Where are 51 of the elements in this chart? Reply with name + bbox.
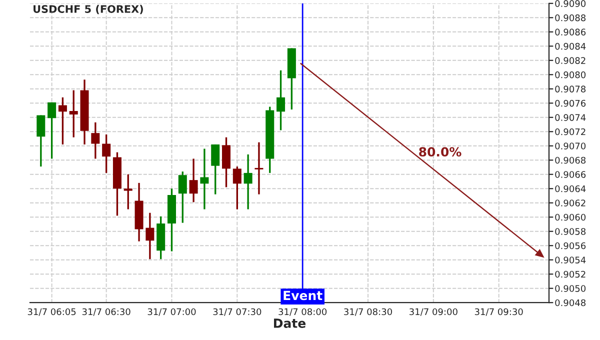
y-tick-label: 0.9058 bbox=[555, 228, 586, 235]
x-tick-label: 31/7 07:00 bbox=[148, 308, 196, 316]
y-tick-label: 0.9052 bbox=[555, 270, 586, 278]
x-tick-label: 31/7 06:05 bbox=[28, 308, 76, 316]
candlestick bbox=[91, 122, 100, 160]
y-tick-label: 0.9054 bbox=[555, 256, 586, 264]
candlestick bbox=[232, 166, 242, 210]
annotation: 80.0% bbox=[419, 147, 462, 157]
candlestick bbox=[200, 148, 209, 210]
x-tick-label: 31/7 08:30 bbox=[344, 308, 392, 316]
x-axis-title: Date bbox=[274, 318, 306, 328]
x-tick-label: 31/7 09:30 bbox=[474, 308, 523, 316]
x-tick-label: 31/7 08:00 bbox=[278, 308, 327, 316]
y-tick-label: 0.9050 bbox=[555, 285, 586, 292]
candlestick bbox=[276, 70, 286, 132]
y-tick-label: 0.9056 bbox=[555, 242, 586, 250]
ref-line-label: Event bbox=[284, 290, 322, 300]
y-tick-label: 0.9082 bbox=[555, 57, 586, 64]
candlestick bbox=[69, 89, 78, 138]
y-tick-label: 0.9076 bbox=[555, 100, 586, 107]
candlestick bbox=[254, 141, 264, 196]
y-tick-label: 0.9086 bbox=[555, 28, 586, 36]
candlestick bbox=[146, 212, 154, 260]
candlestick bbox=[189, 158, 198, 203]
y-tick-label: 0.9074 bbox=[555, 114, 586, 121]
y-tick-label: 0.9084 bbox=[555, 42, 586, 50]
y-tick-label: 0.9048 bbox=[555, 299, 586, 306]
candlestick bbox=[36, 114, 46, 168]
candlestick bbox=[178, 170, 187, 224]
candlestick bbox=[124, 174, 132, 210]
y-tick-label: 0.9066 bbox=[555, 171, 586, 178]
y-tick-label: 0.9060 bbox=[555, 214, 586, 221]
candlestick bbox=[244, 154, 252, 210]
x-tick-label: 31/7 06:30 bbox=[82, 308, 130, 316]
y-tick-label: 0.9064 bbox=[555, 185, 586, 192]
y-tick-label: 0.9080 bbox=[555, 71, 586, 78]
candlestick bbox=[102, 134, 111, 174]
candlestick bbox=[58, 96, 67, 146]
y-tick-label: 0.9088 bbox=[555, 14, 586, 22]
y-tick-label: 0.9070 bbox=[555, 142, 586, 150]
candlestick bbox=[48, 102, 56, 160]
candlestick bbox=[211, 144, 220, 196]
y-tick-label: 0.9090 bbox=[555, 0, 586, 7]
x-tick-label: 31/7 09:00 bbox=[410, 308, 458, 316]
y-tick-label: 0.9068 bbox=[555, 156, 586, 164]
candlestick bbox=[222, 136, 231, 188]
y-tick-label: 0.9078 bbox=[555, 86, 586, 92]
y-tick-label: 0.9072 bbox=[555, 128, 586, 136]
chart-title: USDCHF 5 (FOREX) bbox=[34, 4, 143, 14]
y-tick-label: 0.9062 bbox=[555, 200, 586, 206]
x-tick-label: 31/7 07:30 bbox=[213, 308, 262, 316]
